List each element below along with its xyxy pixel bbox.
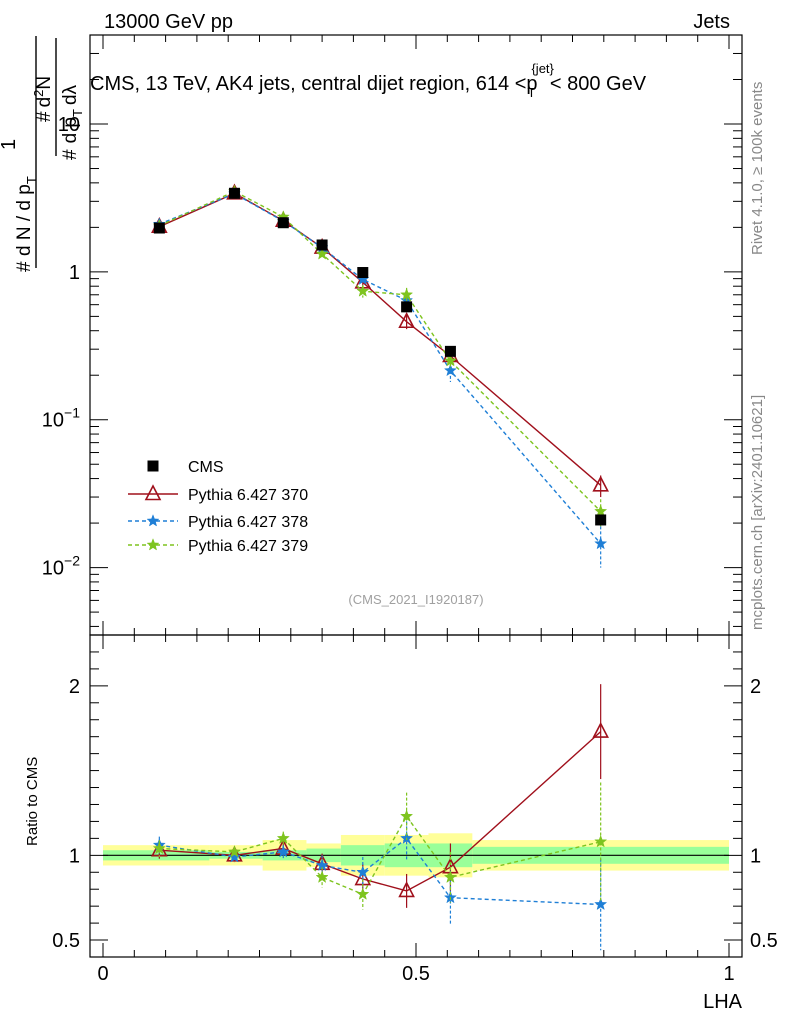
x-tick-label: 1 (723, 963, 734, 985)
series-layer (151, 183, 609, 951)
legend-marker-0 (147, 460, 159, 472)
y-tick-label-ratio: 2 (69, 676, 80, 698)
chart-title: CMS, 13 TeV, AK4 jets, central dijet reg… (90, 61, 647, 100)
series-1-point-main (398, 312, 415, 329)
series-1-point-ratio (398, 881, 415, 898)
series-1-point-main (592, 475, 609, 492)
cms-data-point (357, 267, 369, 279)
y-tick-label-ratio-right: 1 (750, 845, 761, 867)
series-1-point-ratio (592, 721, 609, 738)
energy-label: 13000 GeV pp (104, 11, 233, 33)
cms-data-point (228, 187, 240, 199)
y-tick-label-main: 10 (58, 114, 80, 136)
series-1-line-ratio (159, 731, 602, 892)
series-2-point-ratio (356, 865, 370, 878)
series-3-point-ratio (594, 834, 608, 848)
svg-text:#d N / d pT: #d N / d pT (14, 176, 39, 272)
series-3-point-ratio (356, 887, 370, 900)
chart-title-tail: < 800 GeV (550, 73, 647, 95)
series-1-line-main (159, 192, 602, 486)
legend-marker-1 (144, 484, 162, 501)
series-3-point-ratio (227, 844, 242, 858)
series-3-point-main (400, 287, 414, 301)
process-label: Jets (693, 11, 730, 33)
legend-label-0: CMS (188, 459, 224, 476)
svg-text:#d pTdλ: #d pTdλ (60, 84, 85, 160)
series-1-point-ratio (226, 845, 243, 862)
y-tick-label-ratio-right: 0.5 (750, 930, 778, 952)
series-2-point-main (443, 363, 457, 377)
cms-data-point (316, 239, 328, 251)
series-2-point-ratio (227, 850, 242, 863)
series-2-point-ratio (276, 844, 290, 858)
series-2-line-main (159, 192, 602, 545)
series-3-line-main (159, 190, 602, 512)
chart-title-main: CMS, 13 TeV, AK4 jets, central dijet reg… (90, 73, 526, 95)
y-tick-label-ratio: 0.5 (52, 930, 80, 952)
cms-data-point (153, 222, 165, 234)
y-tick-label-ratio-right: 2 (750, 676, 761, 698)
axis-ticks (90, 34, 742, 958)
chart-title-superscript: {jet} (531, 61, 554, 76)
series-2-point-main (594, 536, 608, 550)
cms-data-point (401, 301, 413, 313)
legend-label-1: Pythia 6.427 370 (188, 487, 308, 504)
rivet-label: Rivet 4.1.0, ≥ 100k events (749, 82, 766, 255)
svg-text:#d2N: #d2N (31, 76, 55, 122)
series-3-point-ratio (152, 841, 166, 855)
cms-data-point (595, 514, 607, 526)
series-3-point-ratio (443, 870, 457, 884)
x-axis-label: LHA (703, 991, 743, 1013)
series-3-point-main (356, 284, 370, 297)
tick-labels: 0 0.5 1 10−2 10−1 1 10 0.5 0.5 1 1 2 2 (42, 114, 778, 985)
series-3-point-ratio (315, 870, 329, 883)
y-tick-label-main: 10−2 (42, 553, 80, 580)
chart-title-subscript: T (528, 85, 536, 100)
series-2-line-ratio (159, 837, 601, 906)
legend-label-2: Pythia 6.427 378 (188, 514, 308, 531)
cms-data-point (444, 345, 456, 357)
mcplots-label: mcplots.cern.ch [arXiv:2401.10621] (749, 395, 766, 630)
legend: CMS Pythia 6.427 370 Pythia 6.427 378 Pythi… (128, 459, 308, 555)
ratio-panel-frame (89, 634, 743, 958)
chart-title-symbol: p (526, 73, 537, 95)
series-3-point-main (443, 353, 457, 367)
y-tick-label-main: 1 (69, 262, 80, 284)
cms-data-point (277, 217, 289, 229)
x-tick-label: 0 (97, 963, 108, 985)
series-3-point-main (315, 247, 329, 260)
legend-marker-2 (146, 514, 160, 527)
legend-marker-3 (146, 538, 160, 551)
legend-label-3: Pythia 6.427 379 (188, 538, 308, 555)
y-axis-label-main: #d N / d pT 1 #d pTdλ #d2N (0, 36, 85, 272)
y-axis-label-ratio: Ratio to CMS (24, 757, 41, 846)
x-tick-label: 0.5 (402, 963, 430, 985)
series-3-point-ratio (276, 831, 290, 844)
series-2-point-ratio (594, 897, 608, 911)
series-3-point-main (594, 504, 608, 517)
y-tick-label-ratio: 1 (69, 845, 80, 867)
svg-text:1: 1 (0, 139, 20, 150)
analysis-id: (CMS_2021_I1920187) (348, 592, 483, 607)
series-3-point-ratio (400, 809, 414, 822)
y-tick-label-main: 10−1 (42, 405, 80, 432)
